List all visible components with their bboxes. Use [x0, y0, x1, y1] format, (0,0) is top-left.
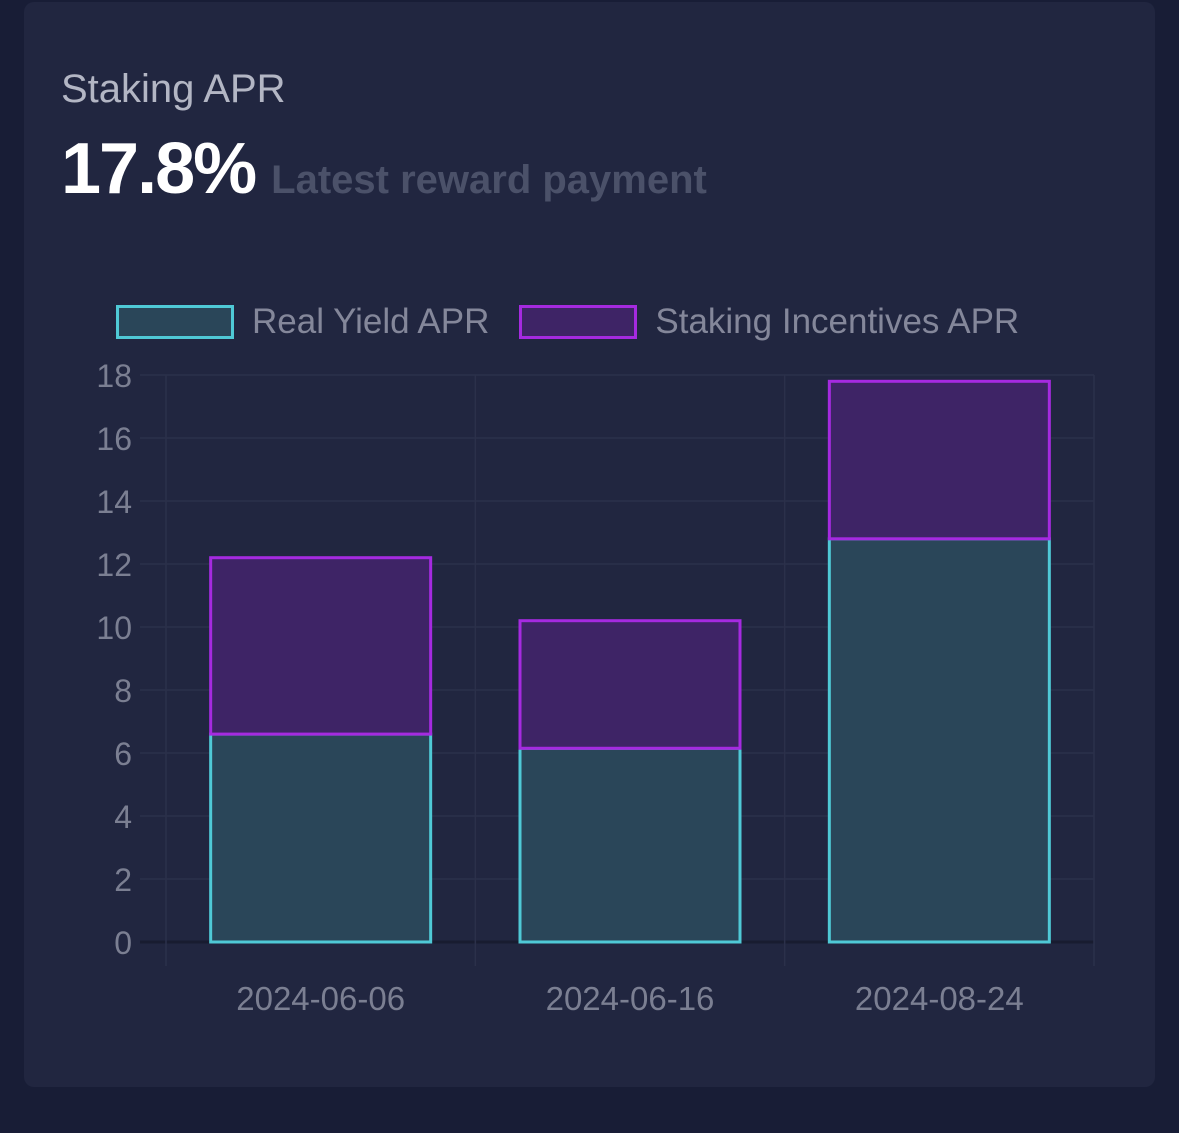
y-tick-label: 10: [96, 610, 132, 646]
y-tick-label: 14: [96, 484, 132, 520]
bar-staking-incentives: [827, 379, 1051, 541]
apr-value: 17.8%: [61, 129, 257, 209]
y-tick-label: 6: [114, 736, 132, 772]
bar-real-yield: [827, 537, 1051, 944]
bar-staking-incentives: [209, 556, 433, 736]
bar-real-yield: [209, 732, 433, 944]
y-tick-label: 2: [114, 862, 132, 898]
bar-real-yield: [518, 746, 742, 944]
x-tick-label: 2024-08-24: [855, 980, 1024, 1017]
legend-swatch-real-yield: [116, 305, 234, 339]
legend-label-staking-incentives: Staking Incentives APR: [655, 302, 1020, 341]
chart-legend: Real Yield APR Staking Incentives APR: [116, 302, 1049, 342]
bar-staking-incentives: [518, 619, 742, 750]
y-tick-label: 16: [96, 421, 132, 457]
y-tick-label: 0: [114, 925, 132, 961]
legend-item-staking-incentives[interactable]: Staking Incentives APR: [519, 302, 1019, 342]
x-tick-label: 2024-06-16: [546, 980, 715, 1017]
y-tick-label: 12: [96, 547, 132, 583]
card-title: Staking APR: [61, 67, 286, 111]
legend-label-real-yield: Real Yield APR: [252, 302, 490, 341]
headline: 17.8% Latest reward payment: [61, 128, 707, 210]
legend-item-real-yield[interactable]: Real Yield APR: [116, 302, 489, 342]
y-tick-label: 8: [114, 673, 132, 709]
y-tick-label: 18: [96, 358, 132, 394]
y-tick-label: 4: [114, 799, 132, 835]
x-tick-label: 2024-06-06: [236, 980, 405, 1017]
apr-subtitle: Latest reward payment: [271, 158, 707, 202]
legend-swatch-staking-incentives: [519, 305, 638, 339]
